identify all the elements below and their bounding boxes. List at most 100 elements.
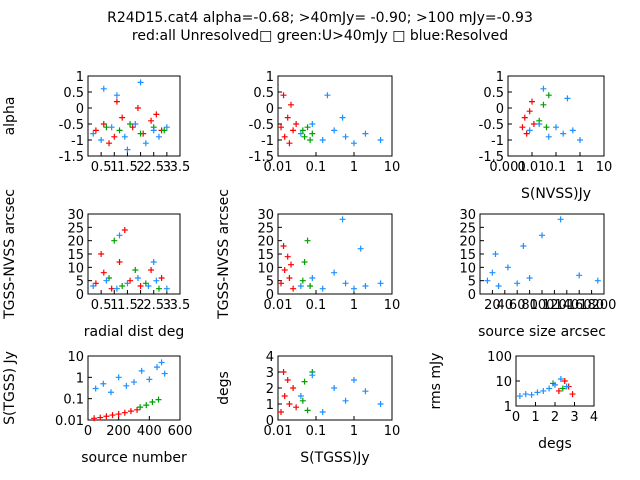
data-point-blue — [552, 381, 558, 388]
x-axis-label: degs — [538, 436, 572, 452]
data-point-red — [98, 251, 105, 257]
x-tick-label: 80 — [521, 298, 538, 313]
data-point-blue — [100, 85, 107, 92]
y-tick-label: 10 — [495, 375, 512, 390]
data-point-blue — [309, 372, 316, 379]
y-tick-label: -1.5 — [479, 150, 504, 165]
x-tick-label: 3 — [163, 298, 171, 313]
y-tick-label: -1 — [71, 134, 84, 149]
y-tick-label: 10 — [459, 261, 476, 276]
data-point-blue — [351, 377, 357, 383]
data-point-red — [91, 415, 98, 422]
x-tick-label: 40 — [497, 298, 514, 313]
data-point-red — [284, 253, 291, 260]
y-tick-label: 1 — [76, 371, 84, 386]
data-point-red — [286, 140, 293, 147]
x-tick-label: 0.5 — [91, 160, 112, 175]
data-point-green — [559, 385, 566, 392]
y-tick-label: 0 — [76, 102, 84, 117]
data-point-blue — [158, 359, 165, 366]
data-point-red — [284, 377, 291, 383]
x-tick-label: 10 — [384, 160, 401, 175]
y-tick-label: 1 — [266, 398, 274, 413]
data-point-red — [569, 391, 576, 398]
data-point-red — [103, 413, 110, 420]
y-tick-label: 100 — [487, 350, 512, 365]
data-point-blue — [115, 374, 122, 381]
x-tick-label: 3.5 — [170, 160, 191, 175]
x-tick-label: 1 — [531, 410, 539, 425]
y-tick-label: 0 — [76, 288, 84, 303]
data-point-red — [280, 369, 287, 375]
y-tick-label: 2 — [266, 382, 274, 397]
data-point-red — [116, 259, 123, 265]
data-point-red — [278, 280, 285, 287]
data-point-green — [299, 397, 306, 404]
data-point-blue — [539, 232, 545, 239]
data-point-red — [121, 409, 128, 416]
y-tick-label: -1.5 — [59, 150, 84, 165]
y-tick-label: 1 — [496, 70, 504, 85]
y-tick-label: 15 — [67, 248, 84, 263]
x-tick-label: 0 — [512, 410, 520, 425]
plot-frame — [507, 75, 605, 157]
data-point-blue — [528, 391, 535, 398]
data-point-blue — [514, 280, 521, 287]
data-point-green — [119, 283, 126, 289]
data-point-red — [290, 385, 297, 391]
y-tick-label: 0.5 — [253, 86, 274, 101]
panel-6: 20406080100120140160180200302520151050so… — [459, 208, 616, 340]
data-point-red — [530, 121, 537, 127]
y-axis-label: degs — [216, 371, 232, 405]
data-point-blue — [113, 285, 120, 292]
data-point-red — [293, 404, 300, 411]
y-tick-label: 0 — [266, 414, 274, 429]
data-point-green — [301, 133, 308, 140]
x-tick-label: 1 — [576, 160, 584, 175]
data-point-blue — [545, 133, 552, 140]
data-point-green — [106, 275, 113, 281]
data-point-green — [545, 92, 552, 99]
x-axis-label: source size arcsec — [478, 324, 606, 340]
y-tick-label: 0.5 — [483, 86, 504, 101]
x-tick-label: 10 — [384, 424, 401, 439]
x-tick-label: 0.1 — [306, 298, 327, 313]
data-point-red — [281, 267, 288, 273]
data-point-blue — [116, 232, 123, 239]
x-tick-label: 160 — [567, 298, 592, 313]
data-point-blue — [161, 370, 168, 377]
data-point-blue — [339, 114, 346, 121]
data-point-blue — [522, 391, 529, 398]
data-point-red — [127, 277, 134, 284]
y-tick-label: 5 — [266, 275, 274, 290]
data-point-blue — [553, 124, 559, 131]
data-point-green — [543, 124, 550, 131]
data-point-blue — [331, 127, 338, 134]
y-tick-label: -1.5 — [249, 150, 274, 165]
y-tick-label: 30 — [257, 208, 274, 223]
x-axis-label: source number — [81, 450, 187, 466]
data-point-blue — [351, 285, 357, 292]
data-point-green — [142, 280, 149, 287]
x-axis-label: S(TGSS)Jy — [300, 450, 369, 466]
data-point-blue — [564, 95, 571, 102]
data-point-blue — [342, 397, 349, 404]
data-point-red — [519, 124, 526, 131]
x-tick-label: 0.1 — [306, 160, 327, 175]
x-tick-label: 3 — [570, 410, 578, 425]
x-tick-label: 2 — [551, 410, 559, 425]
data-point-blue — [504, 264, 511, 271]
x-tick-label: 20 — [484, 298, 501, 313]
data-point-green — [299, 277, 306, 284]
y-tick-label: 0.5 — [63, 86, 84, 101]
data-point-blue — [124, 146, 131, 153]
data-point-blue — [146, 376, 153, 383]
data-point-blue — [526, 275, 533, 281]
data-point-blue — [520, 243, 527, 249]
data-point-blue — [108, 124, 115, 131]
data-point-green — [149, 398, 156, 405]
x-tick-label: 0.001 — [489, 160, 526, 175]
